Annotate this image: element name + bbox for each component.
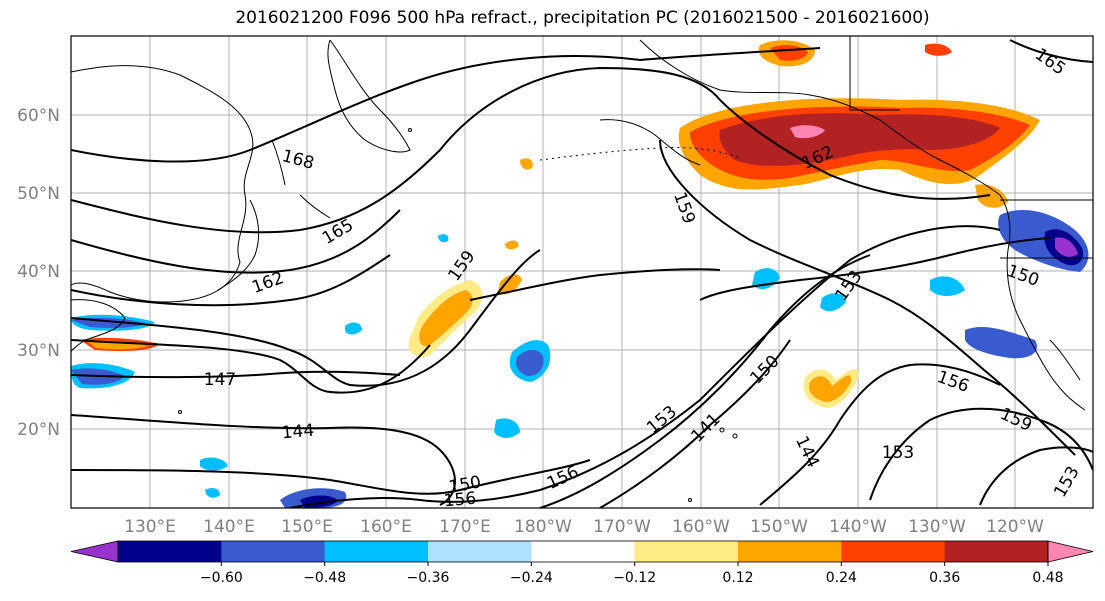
colorbar-extend-low	[70, 540, 119, 563]
colorbar-frame	[117, 540, 1049, 563]
longitude-label: 150°W	[750, 517, 808, 537]
colorbar-tick-label: −0.24	[510, 570, 553, 586]
colorbar-swatch	[738, 541, 842, 562]
longitude-label: 120°W	[986, 517, 1044, 537]
colorbar-tick-label: 0.24	[826, 570, 857, 586]
colorbar: −0.60 −0.48 −0.36 −0.24 −0.12 0.12 0.24 0.36 0.4…	[70, 540, 1094, 586]
colorbar-tick-label: −0.12	[613, 570, 656, 586]
colorbar-tick-label: 0.48	[1032, 570, 1063, 586]
colorbar-swatch	[944, 541, 1049, 562]
colorbar-swatch	[634, 541, 739, 562]
latitude-label: 30°N	[17, 341, 60, 361]
colorbar-tick-label: 0.36	[929, 570, 960, 586]
colorbar-tick-label: −0.36	[407, 570, 450, 586]
contour-label: 144	[281, 421, 315, 444]
longitude-label: 130°W	[908, 517, 966, 537]
colorbar-extend-high	[1047, 540, 1094, 563]
latitude-label: 50°N	[17, 184, 60, 204]
colorbar-swatch	[324, 541, 429, 562]
latitude-label: 20°N	[17, 420, 60, 440]
longitude-label: 160°W	[672, 517, 730, 537]
colorbar-swatch	[221, 541, 326, 562]
longitude-label: 140°E	[203, 517, 255, 537]
longitude-label: 160°E	[360, 517, 412, 537]
colorbar-swatch	[428, 541, 532, 562]
coastlines	[71, 36, 1093, 502]
contour-label: 156	[443, 489, 477, 512]
contour-label: 153	[882, 443, 914, 463]
longitude-label: 150°E	[281, 517, 333, 537]
colorbar-swatch	[531, 541, 636, 562]
colorbar-tick-label: 0.12	[722, 570, 753, 586]
latitude-label: 60°N	[17, 106, 60, 126]
longitude-label: 170°W	[593, 517, 651, 537]
longitude-label: 130°E	[124, 517, 176, 537]
longitude-label: 140°W	[829, 517, 887, 537]
map-frame	[70, 35, 1094, 509]
longitude-label: 170°E	[439, 517, 491, 537]
map-title: 2016021200 F096 500 hPa refract., precip…	[235, 8, 930, 28]
latitude-label: 40°N	[17, 262, 60, 282]
colorbar-tick-label: −0.60	[200, 570, 243, 586]
contour-lines	[71, 39, 1093, 508]
colorbar-swatch	[118, 541, 222, 562]
latitude-labels: 60°N 50°N 40°N 30°N 20°N	[17, 106, 60, 440]
colorbar-tick-label: −0.48	[303, 570, 346, 586]
longitude-label: 180°W	[514, 517, 572, 537]
longitude-labels: 130°E 140°E 150°E 160°E 170°E 180°W 170°W 160°W…	[124, 517, 1044, 537]
contour-label: 147	[204, 370, 236, 390]
colorbar-swatch	[841, 541, 946, 562]
